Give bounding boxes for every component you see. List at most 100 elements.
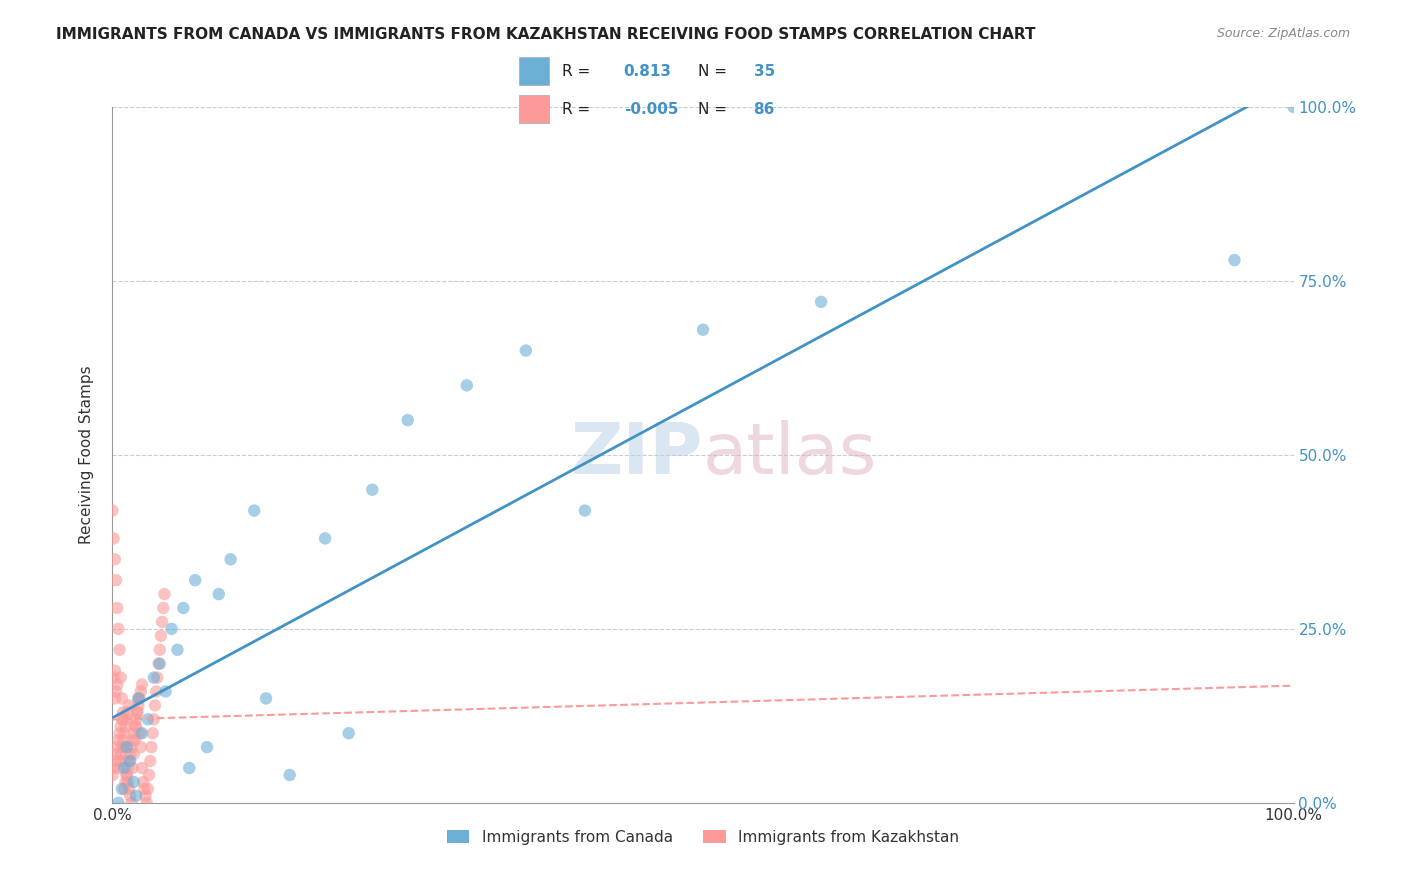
Point xyxy=(134,781,156,796)
Text: Source: ZipAtlas.com: Source: ZipAtlas.com xyxy=(1216,27,1350,40)
Point xyxy=(127,706,149,720)
Point xyxy=(152,601,174,615)
Point xyxy=(184,573,207,587)
Point xyxy=(125,789,148,803)
Point xyxy=(166,642,188,657)
Point xyxy=(117,775,139,789)
Point xyxy=(574,503,596,517)
Point xyxy=(155,684,177,698)
Point xyxy=(125,712,148,726)
Point xyxy=(172,601,194,615)
Point xyxy=(139,754,162,768)
Point xyxy=(396,413,419,427)
Point xyxy=(118,754,141,768)
Point xyxy=(243,503,266,517)
Point xyxy=(117,761,139,775)
Point xyxy=(136,712,159,726)
Point xyxy=(127,698,149,713)
Point xyxy=(115,768,138,782)
Point xyxy=(142,671,165,685)
Text: R =: R = xyxy=(562,64,591,79)
Point xyxy=(104,754,127,768)
Point xyxy=(160,622,183,636)
Point xyxy=(456,378,478,392)
Point xyxy=(138,768,160,782)
Text: 0.813: 0.813 xyxy=(624,64,672,79)
Point xyxy=(149,629,172,643)
Text: IMMIGRANTS FROM CANADA VS IMMIGRANTS FROM KAZAKHSTAN RECEIVING FOOD STAMPS CORRE: IMMIGRANTS FROM CANADA VS IMMIGRANTS FRO… xyxy=(56,27,1036,42)
Point xyxy=(195,740,218,755)
Point xyxy=(112,706,135,720)
Point xyxy=(127,706,149,720)
Point xyxy=(107,796,129,810)
Point xyxy=(110,719,132,733)
Point xyxy=(1282,100,1305,114)
Point xyxy=(107,733,129,747)
Point xyxy=(149,642,172,657)
Point xyxy=(1223,253,1246,268)
Point xyxy=(515,343,537,358)
Text: atlas: atlas xyxy=(703,420,877,490)
Point xyxy=(104,552,127,566)
Point xyxy=(122,726,145,740)
Point xyxy=(145,684,167,698)
Text: 35: 35 xyxy=(754,64,775,79)
Point xyxy=(692,323,714,337)
Point xyxy=(105,573,128,587)
Point xyxy=(114,719,136,733)
Point xyxy=(105,740,128,755)
Text: N =: N = xyxy=(697,102,727,117)
Point xyxy=(129,740,152,755)
Point xyxy=(104,664,127,678)
Point xyxy=(112,781,135,796)
Point xyxy=(112,761,135,775)
Point xyxy=(104,691,127,706)
Point xyxy=(120,796,142,810)
Point xyxy=(337,726,360,740)
Point xyxy=(105,684,128,698)
Point xyxy=(124,719,146,733)
Point xyxy=(121,761,143,775)
Point xyxy=(105,747,128,761)
Point xyxy=(208,587,231,601)
Point xyxy=(142,726,165,740)
Y-axis label: Receiving Food Stamps: Receiving Food Stamps xyxy=(79,366,94,544)
Point xyxy=(153,587,176,601)
Point xyxy=(142,712,165,726)
Point xyxy=(148,657,170,671)
Point xyxy=(108,754,131,768)
Point xyxy=(111,691,134,706)
Point xyxy=(118,781,141,796)
Point xyxy=(112,733,135,747)
Point xyxy=(135,789,157,803)
Point xyxy=(278,768,301,782)
Point xyxy=(103,532,125,546)
Point xyxy=(110,747,132,761)
Point xyxy=(219,552,242,566)
Point xyxy=(141,740,163,755)
Point xyxy=(117,706,139,720)
Point xyxy=(110,671,132,685)
Point xyxy=(121,733,143,747)
Point xyxy=(108,642,131,657)
Point xyxy=(105,601,128,615)
Point xyxy=(114,775,136,789)
Point xyxy=(120,754,142,768)
Point xyxy=(129,684,152,698)
Legend: Immigrants from Canada, Immigrants from Kazakhstan: Immigrants from Canada, Immigrants from … xyxy=(440,823,966,851)
Point xyxy=(120,740,142,755)
Point xyxy=(120,789,142,803)
Text: R =: R = xyxy=(562,102,591,117)
Point xyxy=(111,781,134,796)
Point xyxy=(146,671,169,685)
Point xyxy=(131,726,153,740)
Point xyxy=(120,747,142,761)
Text: -0.005: -0.005 xyxy=(624,102,678,117)
Point xyxy=(101,503,124,517)
Point xyxy=(131,677,153,691)
Text: ZIP: ZIP xyxy=(571,420,703,490)
Point xyxy=(101,768,124,782)
Point xyxy=(103,671,125,685)
Point xyxy=(108,726,131,740)
Text: 86: 86 xyxy=(754,102,775,117)
